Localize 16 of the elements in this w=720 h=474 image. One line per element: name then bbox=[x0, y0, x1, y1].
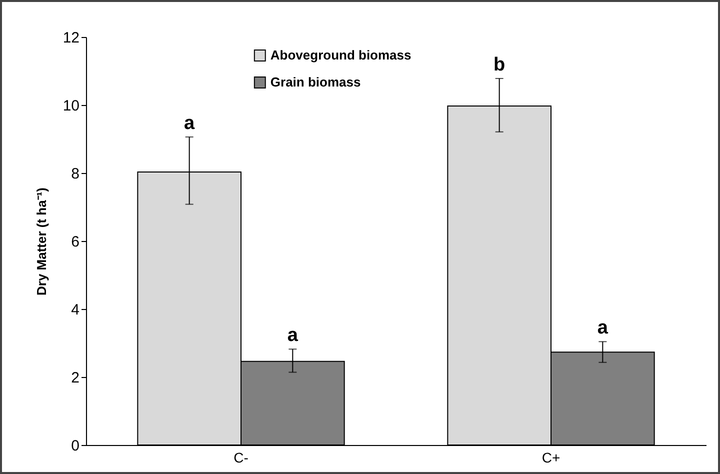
y-tick-label: 6 bbox=[71, 234, 80, 250]
annotation: a bbox=[184, 112, 196, 134]
y-tick-label: 0 bbox=[71, 438, 80, 454]
legend-label: Aboveground biomass bbox=[270, 48, 412, 62]
y-tick-label: 12 bbox=[62, 30, 80, 46]
legend-label: Grain biomass bbox=[270, 74, 361, 90]
y-tick-label: 4 bbox=[71, 302, 80, 318]
x-tick-label: C+ bbox=[542, 450, 560, 466]
annotation: b bbox=[494, 54, 506, 76]
x-tick-label: C- bbox=[234, 450, 249, 466]
y-tick-label: 10 bbox=[62, 98, 80, 114]
annotation: a bbox=[287, 325, 298, 346]
y-tick-label: 2 bbox=[71, 370, 80, 386]
y-tick-label: 8 bbox=[71, 166, 80, 182]
y-axis-title: Dry Matter (t ha⁻¹) bbox=[34, 187, 49, 296]
annotation: a bbox=[597, 318, 608, 339]
